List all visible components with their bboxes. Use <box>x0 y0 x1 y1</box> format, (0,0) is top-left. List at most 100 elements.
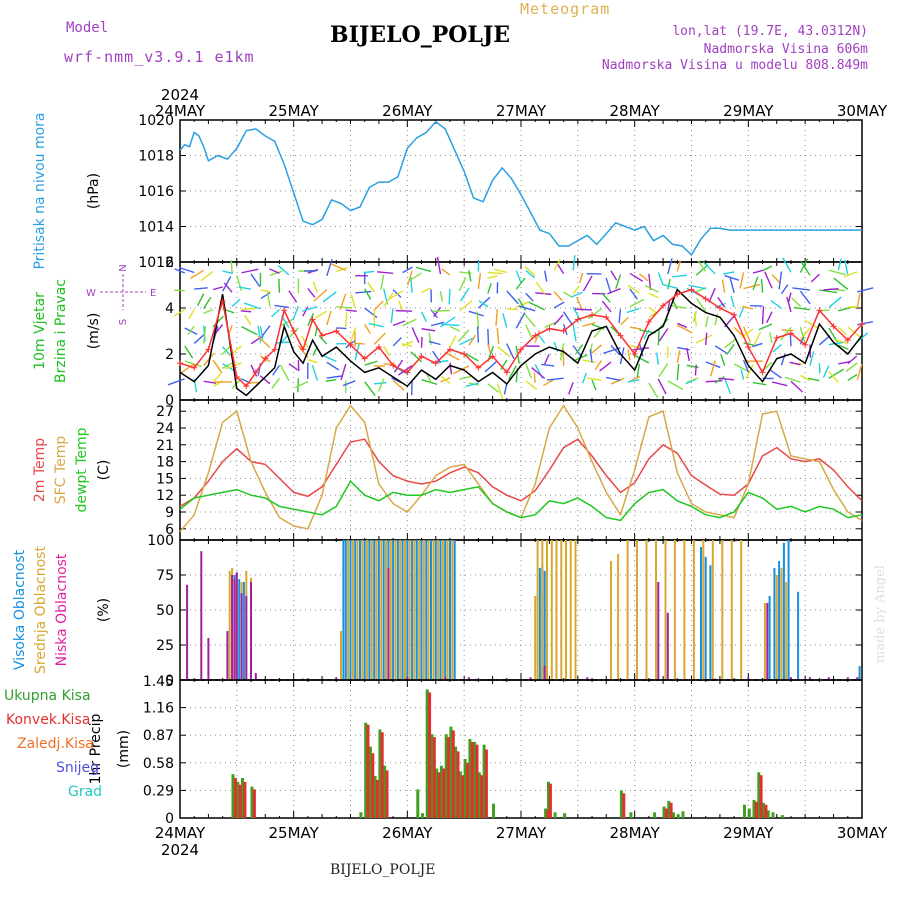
wind-arrow <box>702 261 716 275</box>
wind-arrow <box>714 375 725 384</box>
wind-arrow <box>752 331 762 348</box>
panel-pressure: 1012 1014 1016 1018 1020 Pritisak na nivou mo… <box>32 112 863 271</box>
wind-arrow <box>410 351 423 363</box>
station-title: BIJELO_POLJE <box>330 22 511 48</box>
wind-arrow <box>193 333 205 344</box>
bar-clouds-srednja-oblacnost <box>550 540 553 680</box>
wind-arrow <box>723 271 735 275</box>
bar-precip-ukupna-kisa <box>439 765 443 818</box>
wind-arrow <box>557 264 565 275</box>
wind-arrow <box>782 257 792 273</box>
bar-clouds-visoka-oblacnost <box>382 540 385 680</box>
wind-arrow <box>313 289 328 302</box>
bar-precip-ukupna-kisa <box>780 815 784 818</box>
wind-arrow <box>421 328 436 332</box>
wind-arrow <box>390 308 394 324</box>
wind-arrow <box>266 292 271 307</box>
wind-arrow <box>476 326 480 343</box>
wind-arrow <box>593 328 603 338</box>
wind-arrow <box>786 296 792 313</box>
wind-arrow <box>658 362 669 377</box>
wind-arrow <box>752 276 759 291</box>
bar-precip-ukupna-kisa <box>681 811 685 818</box>
bar-clouds-srednja-oblacnost <box>399 540 402 680</box>
bar-clouds-niska-oblacnost <box>766 603 769 680</box>
compass-n: N <box>118 264 129 271</box>
wind-arrow <box>528 301 545 311</box>
wind-arrow <box>601 300 612 313</box>
y-tick-label-pressure: 1016 <box>138 184 174 200</box>
wind-arrow <box>433 306 442 318</box>
bar-clouds-visoka-oblacnost <box>368 540 371 680</box>
bar-clouds-srednja-oblacnost <box>408 540 411 680</box>
wind-arrow <box>667 278 671 290</box>
bar-clouds-srednja-oblacnost <box>626 540 629 680</box>
bar-precip-konvek-kisa <box>754 801 758 818</box>
wind-arrow <box>758 323 773 331</box>
wind-arrow <box>223 282 233 293</box>
wind-arrow <box>288 363 299 371</box>
wind-arrow <box>274 304 290 309</box>
wind-arrow <box>636 363 641 378</box>
bar-clouds-visoka-oblacnost <box>425 540 428 680</box>
bar-clouds-srednja-oblacnost <box>361 540 364 680</box>
wind-arrow <box>430 321 445 327</box>
wind-arrow <box>676 363 680 381</box>
wind-arrow <box>202 326 207 344</box>
wind-arrow <box>202 308 214 315</box>
panel-clouds: 0 25 50 75 100 Visoka Oblacnost Srednja Oblacn… <box>12 533 863 689</box>
bar-precip-konvek-kisa <box>376 779 379 818</box>
wind-arrow <box>487 383 500 393</box>
wind-arrow <box>392 289 402 298</box>
wind-arrow <box>607 288 621 295</box>
bar-clouds-srednja-oblacnost <box>711 540 714 680</box>
bar-precip-konvek-kisa <box>475 744 479 818</box>
bar-precip-ukupna-kisa <box>236 781 240 818</box>
wind-arrow <box>373 332 386 345</box>
bar-clouds-visoka-oblacnost <box>430 540 432 680</box>
bar-clouds-visoka-oblacnost <box>787 540 790 680</box>
wind-arrow <box>354 342 365 345</box>
wind-arrow <box>495 309 499 327</box>
bar-clouds-srednja-oblacnost <box>617 554 620 680</box>
wind-arrow <box>458 299 473 312</box>
bar-clouds-srednja-oblacnost <box>427 540 430 680</box>
wind-arrow <box>402 318 417 327</box>
wind-arrow <box>733 363 749 372</box>
wind-arrow <box>547 377 564 381</box>
wind-arrow <box>655 352 660 365</box>
wind-arrow <box>695 264 709 276</box>
bar-clouds-niska-oblacnost <box>790 677 792 680</box>
top-date-label-3: 27MAY <box>496 102 547 120</box>
bar-clouds-niska-oblacnost <box>231 575 234 680</box>
bar-clouds-visoka-oblacnost <box>242 582 245 680</box>
wind-arrow <box>714 345 728 354</box>
wind-arrow <box>778 271 783 290</box>
wind-arrow <box>336 306 353 309</box>
bar-precip-ukupna-kisa <box>458 771 462 818</box>
wind-arrow <box>398 300 404 312</box>
wind-arrow <box>686 364 699 369</box>
bar-clouds-visoka-oblacnost <box>768 596 771 680</box>
bar-clouds-srednja-oblacnost <box>389 540 392 680</box>
bottom-date-label-4: 28MAY <box>610 824 661 842</box>
wind-arrow <box>800 261 811 276</box>
wind-arrow <box>339 293 347 311</box>
wind-arrow <box>724 337 737 349</box>
y-tick-label-clouds: 50 <box>156 603 174 619</box>
bar-clouds-srednja-oblacnost <box>437 540 440 680</box>
y-tick-label-wind: 4 <box>165 301 174 317</box>
bar-clouds-srednja-oblacnost <box>418 540 421 680</box>
bar-clouds-visoka-oblacnost <box>449 540 451 680</box>
wind-arrow <box>837 326 848 336</box>
wind-arrow <box>241 326 258 336</box>
wind-arrow <box>845 362 858 373</box>
wind-arrow <box>383 346 391 357</box>
bar-clouds-visoka-oblacnost <box>396 540 399 680</box>
compass-w: W <box>86 288 96 299</box>
wind-arrow <box>458 277 467 292</box>
y-tick-label-pressure: 1014 <box>138 220 174 236</box>
wind-arrow <box>322 354 337 363</box>
wind-arrow <box>834 338 848 345</box>
bar-clouds-srednja-oblacnost <box>692 540 695 680</box>
